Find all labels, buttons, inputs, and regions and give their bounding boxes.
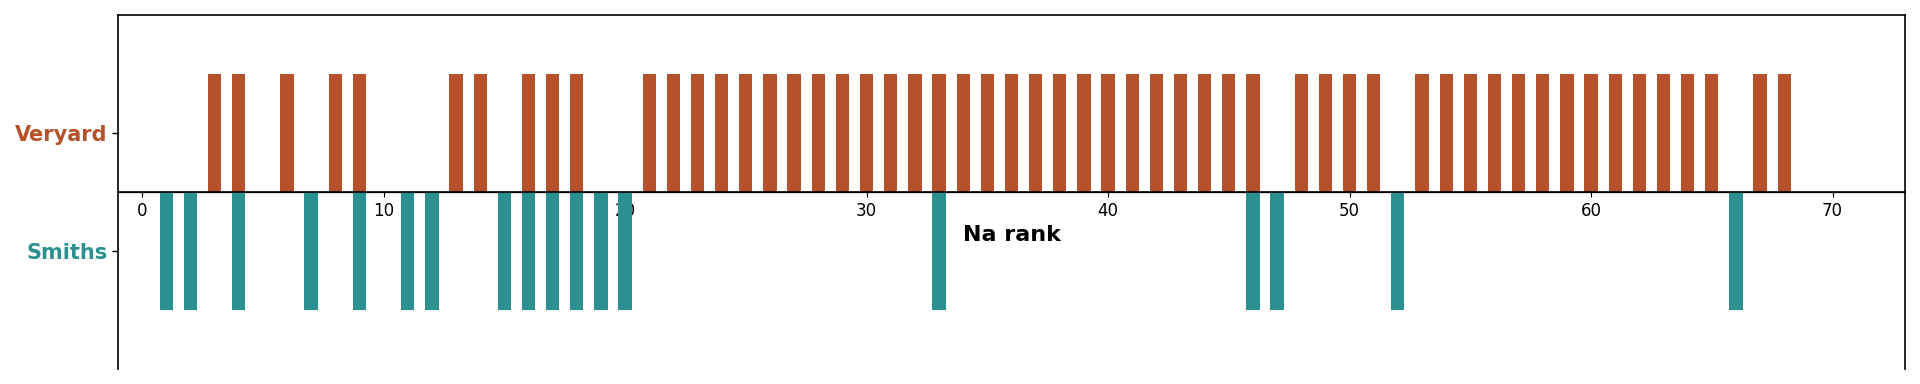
Bar: [860, 74, 874, 192]
Bar: [739, 74, 753, 192]
Bar: [1125, 74, 1139, 192]
Bar: [1004, 74, 1018, 192]
Bar: [305, 192, 317, 310]
Bar: [764, 74, 776, 192]
Bar: [595, 192, 607, 310]
Bar: [522, 74, 536, 192]
Bar: [159, 192, 173, 310]
Bar: [1488, 74, 1501, 192]
Bar: [449, 74, 463, 192]
Bar: [1342, 74, 1356, 192]
Bar: [1077, 74, 1091, 192]
Bar: [1440, 74, 1453, 192]
Bar: [1536, 74, 1549, 192]
Bar: [570, 74, 584, 192]
Bar: [1392, 192, 1405, 310]
Bar: [1223, 74, 1235, 192]
Bar: [545, 192, 559, 310]
Bar: [401, 192, 415, 310]
Bar: [184, 192, 198, 310]
Bar: [1052, 74, 1066, 192]
Bar: [1029, 74, 1043, 192]
Bar: [1173, 74, 1187, 192]
Bar: [570, 192, 584, 310]
Bar: [280, 74, 294, 192]
Bar: [812, 74, 826, 192]
Bar: [1198, 74, 1212, 192]
Bar: [883, 74, 897, 192]
Bar: [1682, 74, 1693, 192]
Bar: [933, 192, 947, 310]
Bar: [691, 74, 705, 192]
Bar: [1463, 74, 1476, 192]
Bar: [1294, 74, 1308, 192]
Bar: [353, 74, 367, 192]
Bar: [353, 192, 367, 310]
Bar: [1102, 74, 1116, 192]
Bar: [1632, 74, 1645, 192]
Bar: [1271, 192, 1284, 310]
Bar: [1319, 74, 1332, 192]
Bar: [1511, 74, 1524, 192]
Bar: [497, 192, 511, 310]
Bar: [1609, 74, 1622, 192]
Bar: [1753, 74, 1766, 192]
Bar: [1584, 74, 1597, 192]
Bar: [474, 74, 488, 192]
Bar: [1657, 74, 1670, 192]
Bar: [207, 74, 221, 192]
Bar: [835, 74, 849, 192]
Bar: [908, 74, 922, 192]
Bar: [787, 74, 801, 192]
Bar: [424, 192, 438, 310]
Bar: [1705, 74, 1718, 192]
Bar: [1246, 192, 1260, 310]
Bar: [545, 74, 559, 192]
Bar: [232, 192, 246, 310]
Bar: [1150, 74, 1164, 192]
Bar: [1561, 74, 1574, 192]
Bar: [1415, 74, 1428, 192]
Bar: [714, 74, 728, 192]
Bar: [1778, 74, 1791, 192]
Bar: [1367, 74, 1380, 192]
Bar: [643, 74, 657, 192]
Bar: [522, 192, 536, 310]
Bar: [232, 74, 246, 192]
Bar: [666, 74, 680, 192]
Bar: [618, 192, 632, 310]
Bar: [328, 74, 342, 192]
Bar: [933, 74, 947, 192]
Bar: [1730, 192, 1743, 310]
Bar: [956, 74, 970, 192]
Bar: [1246, 74, 1260, 192]
Bar: [981, 74, 995, 192]
X-axis label: Na rank: Na rank: [962, 225, 1060, 245]
